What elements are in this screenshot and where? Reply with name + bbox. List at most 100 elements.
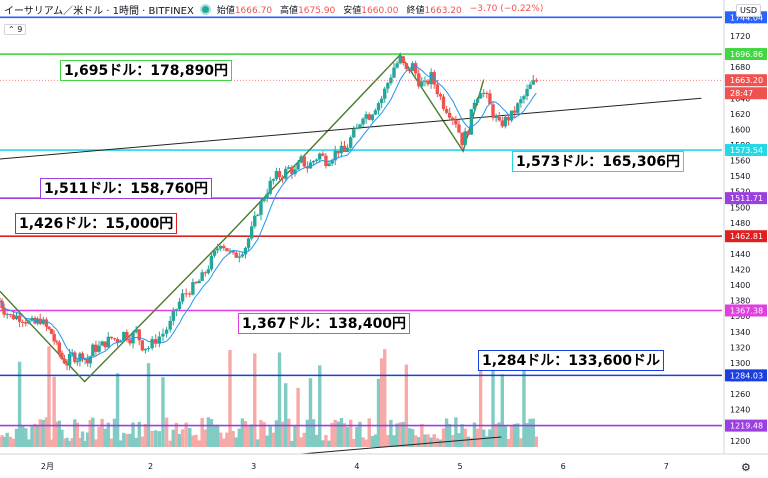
- annotation-label[interactable]: 1,695ドル：178,890円: [60, 60, 233, 81]
- volume-bar: [62, 438, 67, 447]
- candle-body: [122, 332, 126, 341]
- candle-body: [168, 320, 172, 330]
- volume-bar: [361, 437, 365, 447]
- time-tick-label: 3: [251, 462, 256, 471]
- volume-bar: [318, 365, 322, 447]
- candle-body: [293, 169, 297, 175]
- candle-body: [475, 98, 480, 103]
- volume-bar: [2, 436, 6, 447]
- candle-body: [35, 318, 40, 324]
- price-tick-label: 1560: [730, 157, 750, 166]
- volume-bar: [146, 363, 151, 447]
- candle-body: [395, 63, 399, 68]
- volume-bar: [91, 417, 95, 447]
- volume-bar: [491, 355, 495, 447]
- level-badge: [725, 192, 767, 205]
- volume-bar: [401, 421, 405, 447]
- currency-button[interactable]: USD: [736, 4, 762, 17]
- annotation-label[interactable]: 1,511ドル：158,760円: [40, 178, 213, 199]
- volume-bar: [407, 428, 412, 447]
- candle-body: [423, 80, 427, 82]
- candle-body: [482, 92, 486, 94]
- volume-bar: [472, 422, 477, 447]
- candle-body: [243, 247, 248, 255]
- volume-bar: [200, 417, 204, 447]
- candle-body: [355, 127, 359, 130]
- volume-bar: [302, 432, 306, 447]
- volume-bar: [333, 419, 337, 447]
- low-label: 安値: [343, 5, 362, 16]
- volume-bar: [240, 418, 245, 447]
- candle-body: [386, 83, 390, 89]
- volume-bar: [180, 429, 185, 447]
- volume-bar: [268, 426, 272, 447]
- candle-body: [534, 80, 539, 82]
- candle-body: [345, 147, 350, 153]
- volume-bar: [525, 423, 529, 447]
- volume-bar: [512, 423, 517, 447]
- candle-body: [525, 88, 529, 97]
- volume-bar: [519, 438, 523, 447]
- volume-bar: [497, 422, 501, 447]
- candle-body: [140, 340, 145, 351]
- volume-bar: [308, 378, 313, 447]
- volume-bar: [500, 374, 505, 447]
- candle-body: [314, 159, 319, 161]
- volume-bar: [367, 418, 371, 447]
- volume-bar: [376, 378, 381, 447]
- volume-bar: [73, 419, 77, 447]
- volume-bar: [164, 417, 169, 447]
- annotation-label[interactable]: 1,426ドル：15,000円: [15, 213, 178, 234]
- countdown-text: 28:47: [730, 89, 753, 98]
- time-tick-label: 7: [664, 462, 669, 471]
- volume-bar: [94, 439, 98, 447]
- price-tick-label: 1620: [730, 110, 750, 119]
- volume-bars: [0, 346, 539, 447]
- volume-bar: [506, 438, 511, 447]
- candle-body: [280, 177, 285, 179]
- volume-bar: [85, 432, 90, 447]
- candle-body: [231, 250, 235, 253]
- volume-bar: [426, 434, 430, 447]
- volume-bar: [398, 422, 402, 447]
- volume-bar: [44, 417, 49, 447]
- indicator-toggle-button[interactable]: ⌃ 9: [4, 24, 27, 35]
- volume-bar: [57, 420, 62, 447]
- gear-icon[interactable]: ⚙: [741, 461, 751, 474]
- candle-body: [531, 80, 535, 85]
- market-status-icon: [199, 3, 211, 15]
- candle-body: [457, 124, 461, 133]
- candle-body: [506, 116, 511, 121]
- annotation-label[interactable]: 1,284ドル：133,600ドル: [478, 350, 665, 371]
- volume-bar: [203, 429, 207, 447]
- volume-bar: [389, 419, 393, 447]
- volume-bar: [475, 428, 480, 447]
- annotation-label[interactable]: 1,573ドル：165,306円: [512, 151, 685, 172]
- candle-body: [47, 326, 51, 329]
- candles: [0, 52, 539, 371]
- candle-body: [5, 314, 9, 316]
- candle-body: [463, 131, 467, 146]
- candle-body: [57, 342, 62, 353]
- high-value: 1675.90: [298, 5, 336, 16]
- candle-body: [413, 63, 418, 74]
- candle-body: [451, 117, 455, 120]
- volume-bar: [339, 418, 344, 447]
- time-tick-label: 2: [148, 462, 153, 471]
- volume-bar: [134, 437, 138, 447]
- annotation-label[interactable]: 1,367ドル：138,400円: [238, 313, 411, 334]
- low-value: 1660.00: [361, 5, 399, 16]
- volume-bar: [143, 424, 148, 447]
- volume-bar: [271, 432, 276, 447]
- symbol-title[interactable]: イーサリアム／米ドル · 1時間 · BITFINEX: [4, 5, 194, 17]
- candle-body: [379, 98, 384, 104]
- candle-body: [131, 332, 135, 344]
- drawings: [0, 53, 702, 459]
- volume-bar: [128, 433, 132, 447]
- volume-bar: [494, 423, 498, 447]
- candle-body: [240, 254, 245, 257]
- volume-bar: [49, 439, 54, 447]
- volume-bar: [249, 424, 254, 447]
- volume-bar: [441, 428, 446, 447]
